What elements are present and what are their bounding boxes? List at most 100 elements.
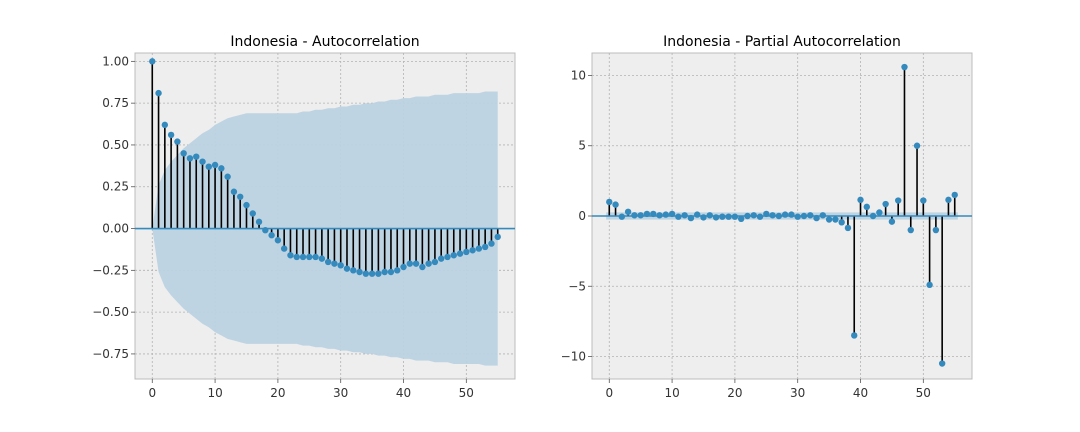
- acf-point: [356, 268, 363, 276]
- pacf-point: [863, 203, 870, 211]
- acf-point: [494, 233, 501, 241]
- pacf-point: [706, 212, 713, 219]
- pacf-point: [832, 216, 839, 223]
- acf-point: [224, 173, 231, 180]
- pacf-point: [606, 198, 613, 206]
- pacf-point: [869, 212, 877, 220]
- acf-point: [400, 263, 407, 271]
- pacf-point: [668, 210, 676, 218]
- acf-point: [174, 138, 181, 145]
- pacf-point: [838, 219, 845, 226]
- acf-point: [249, 210, 256, 217]
- pacf-point: [656, 212, 663, 219]
- pacf-xtick-label: 50: [916, 386, 931, 400]
- acf-xtick-label: 50: [459, 386, 474, 400]
- acf-ytick-label: 0.50: [102, 138, 129, 152]
- pacf-point: [763, 210, 770, 218]
- acf-point: [324, 258, 332, 266]
- pacf-point: [769, 212, 776, 219]
- acf-point: [161, 121, 169, 129]
- acf-point: [274, 237, 282, 244]
- acf-point: [306, 253, 313, 261]
- acf-point: [412, 260, 420, 267]
- acf-ytick-label: 0.75: [102, 96, 129, 110]
- acf-point: [343, 265, 351, 272]
- pacf-point: [737, 215, 745, 223]
- pacf-point: [819, 212, 827, 219]
- pacf-xtick-label: 20: [727, 386, 742, 400]
- pacf-chart: 0 10 20 30 40 50 −10 −5 0 5 10 Indonesia - Partia…: [561, 34, 973, 400]
- pacf-point: [888, 218, 896, 225]
- acf-xtick-label: 0: [148, 386, 156, 400]
- pacf-point: [687, 214, 695, 222]
- acf-point: [155, 89, 162, 97]
- pacf-point: [612, 201, 619, 208]
- acf-point: [368, 270, 376, 277]
- pacf-point: [813, 214, 820, 222]
- acf-point: [262, 227, 269, 234]
- acf-point: [337, 262, 344, 269]
- pacf-point: [876, 209, 883, 216]
- acf-point: [406, 260, 413, 267]
- pacf-point: [851, 332, 858, 339]
- acf-xtick-label: 20: [270, 386, 285, 400]
- pacf-point: [624, 208, 632, 215]
- pacf-point: [913, 142, 921, 149]
- pacf-point: [807, 212, 814, 219]
- acf-point: [331, 260, 338, 267]
- pacf-point: [844, 224, 852, 232]
- acf-point: [230, 188, 238, 195]
- pacf-point: [694, 211, 701, 218]
- acf-ytick-label: 0.25: [102, 180, 129, 194]
- pacf-point: [794, 213, 801, 220]
- pacf-ytick-label: 5: [578, 139, 586, 153]
- pacf-ytick-label: −5: [568, 279, 586, 293]
- pacf-y-axis: −10 −5 0 5 10: [561, 68, 592, 364]
- pacf-point: [618, 213, 626, 220]
- pacf-point: [882, 200, 889, 208]
- acf-point: [381, 268, 388, 276]
- pacf-point: [788, 211, 795, 218]
- acf-point: [362, 270, 370, 277]
- pacf-point: [719, 213, 726, 220]
- acf-point: [199, 158, 206, 165]
- acf-point: [350, 267, 357, 274]
- pacf-point: [938, 360, 946, 367]
- pacf-x-axis: 0 10 20 30 40 50: [605, 379, 931, 400]
- pacf-point: [951, 191, 958, 199]
- pacf-xtick-label: 30: [790, 386, 805, 400]
- pacf-xtick-label: 0: [605, 386, 613, 400]
- acf-point: [287, 252, 294, 259]
- acf-point: [293, 253, 300, 261]
- pacf-markers: [606, 63, 958, 367]
- acf-point: [180, 150, 187, 157]
- acf-x-axis: 0 10 20 30 40 50: [148, 379, 474, 400]
- pacf-point: [712, 214, 720, 221]
- acf-point: [394, 267, 401, 274]
- acf-point: [243, 201, 250, 209]
- pacf-point: [675, 213, 682, 220]
- acf-point: [312, 253, 319, 261]
- pacf-point: [750, 212, 757, 219]
- pacf-point: [731, 213, 739, 220]
- pacf-point: [744, 212, 751, 220]
- acf-point: [268, 232, 275, 239]
- acf-point: [475, 245, 483, 252]
- pacf-point: [637, 212, 644, 219]
- acf-xtick-label: 10: [207, 386, 222, 400]
- pacf-point: [857, 196, 864, 204]
- acf-point: [450, 252, 457, 259]
- acf-point: [375, 270, 382, 277]
- acf-point: [186, 155, 194, 162]
- acf-point: [437, 255, 445, 262]
- pacf-point: [800, 212, 808, 220]
- pacf-point: [643, 210, 651, 218]
- pacf-ytick-label: 0: [578, 209, 586, 223]
- pacf-point: [662, 211, 670, 218]
- acf-point: [218, 165, 225, 172]
- pacf-point: [945, 196, 952, 204]
- pacf-point: [825, 216, 833, 223]
- acf-point: [299, 253, 307, 261]
- acf-point: [318, 255, 326, 262]
- acf-point: [419, 263, 426, 271]
